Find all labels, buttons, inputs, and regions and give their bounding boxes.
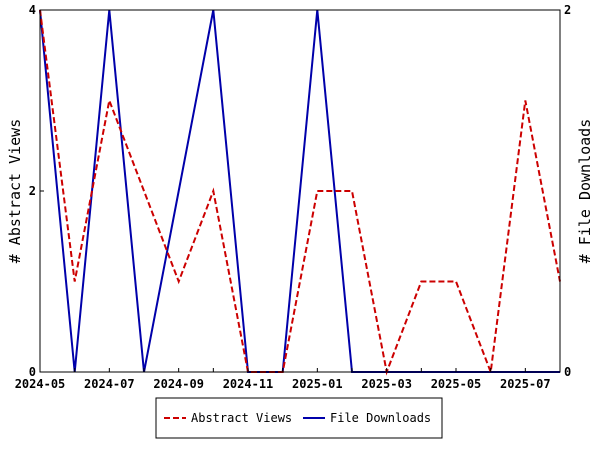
legend-label-file-downloads: File Downloads: [330, 411, 431, 425]
x-tick-label: 2024-11: [223, 377, 274, 391]
y-left-tick-label: 4: [29, 3, 36, 17]
y-right-tick-label: 2: [564, 3, 571, 17]
y-left-tick-label: 0: [29, 365, 36, 379]
legend: Abstract Views File Downloads: [155, 397, 443, 439]
y-right-tick-label: 0: [564, 365, 571, 379]
series-line-abstract-views: [39, 9, 561, 376]
y-axis-right-title: # File Downloads: [576, 119, 594, 264]
axis-ticks: 2024-05 2024-07 2024-09 2024-11 2025-01 2025-…: [15, 3, 572, 391]
x-tick-label: 2024-09: [153, 377, 204, 391]
legend-label-abstract-views: Abstract Views: [191, 411, 292, 425]
x-tick-label: 2025-03: [361, 377, 412, 391]
legend-box: [155, 397, 443, 439]
y-axis-left-title: # Abstract Views: [6, 119, 24, 264]
x-tick-label: 2025-01: [292, 377, 343, 391]
x-tick-label: 2025-05: [431, 377, 482, 391]
x-tick-label: 2024-05: [15, 377, 66, 391]
x-tick-label: 2025-07: [500, 377, 551, 391]
x-tick-label: 2024-07: [84, 377, 135, 391]
y-left-tick-label: 2: [29, 184, 36, 198]
